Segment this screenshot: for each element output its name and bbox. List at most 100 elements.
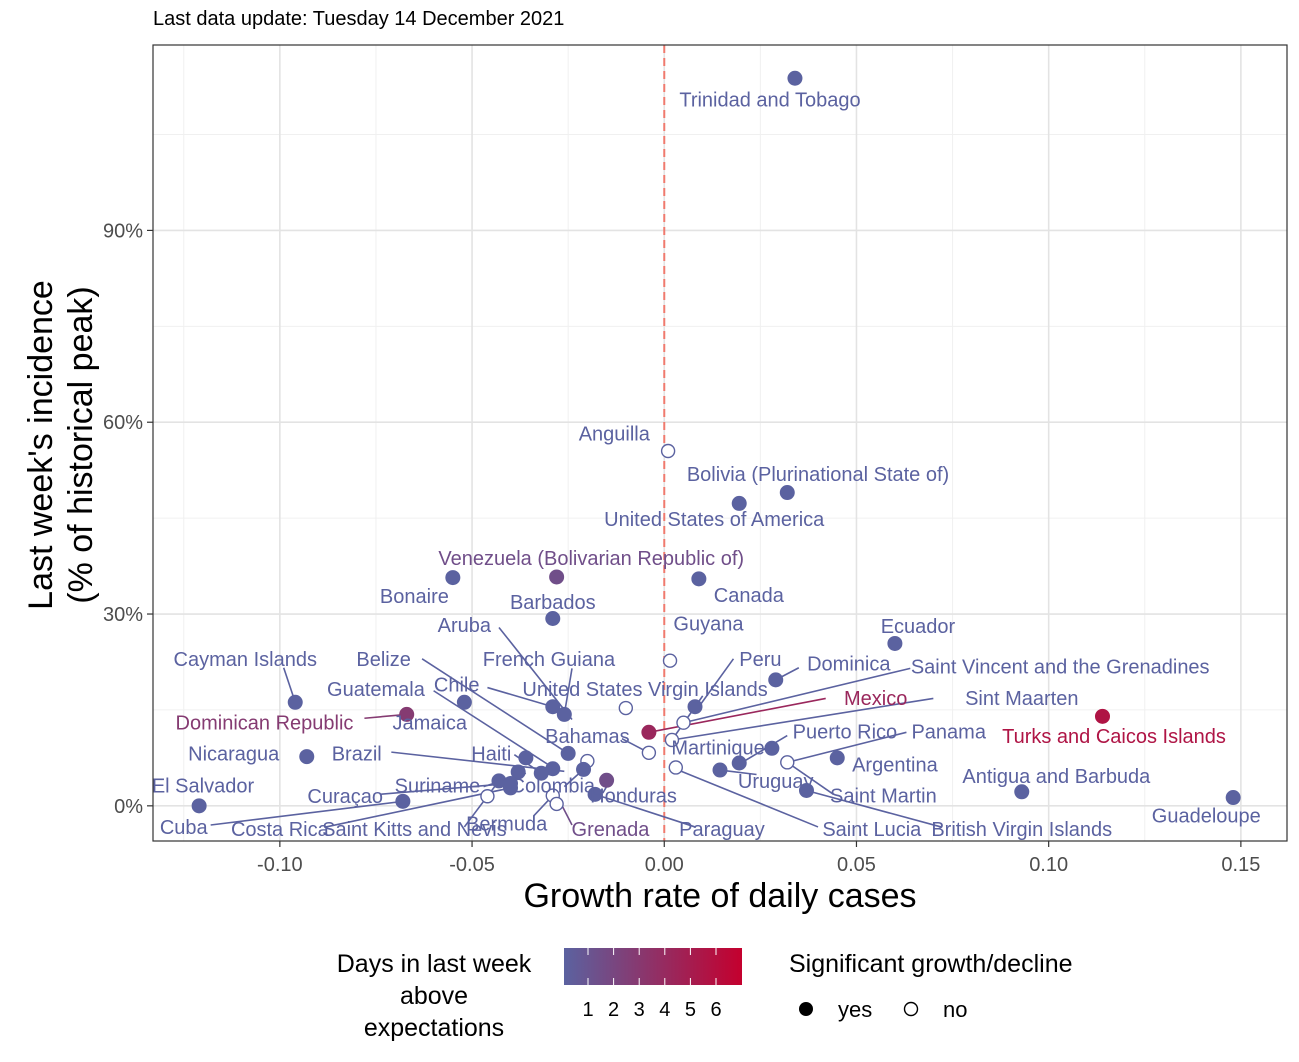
label-saint-lucia: Saint Lucia: [822, 819, 922, 841]
label-paraguay: Paraguay: [679, 819, 765, 841]
label-bermuda: Bermuda: [466, 814, 548, 836]
label-saint-kitts-and-nevis: Saint Kitts and Nevis: [322, 819, 507, 841]
label-mexico: Mexico: [844, 688, 907, 710]
point-saint-lucia: [798, 782, 814, 798]
label-uruguay: Uruguay: [738, 771, 814, 793]
y-axis: 0% 30% 60% 90%: [103, 220, 153, 818]
point-guadeloupe: [1225, 790, 1241, 806]
color-legend-title-line: Days in last week: [337, 950, 532, 978]
point-peru: [768, 672, 784, 688]
label-french-guiana: French Guiana: [483, 649, 616, 671]
label-bahamas: Bahamas: [545, 726, 630, 748]
x-tick-label: -0.10: [257, 854, 303, 876]
label-barbados: Barbados: [510, 592, 596, 614]
label-el-salvador: El Salvador: [152, 775, 255, 797]
color-legend-label: 3: [634, 999, 645, 1021]
x-tick-label: 0.00: [645, 854, 684, 876]
color-legend-bar: [564, 948, 742, 985]
point-bonaire: [445, 570, 461, 586]
x-axis: -0.10 -0.05 0.00 0.05 0.10 0.15: [257, 841, 1260, 876]
point-puerto-rico: [764, 740, 780, 756]
label-puerto-rico: Puerto Rico: [793, 722, 898, 744]
point-suriname: [533, 765, 549, 781]
label-british-virgin-islands: British Virgin Islands: [931, 819, 1112, 841]
color-legend-label: 2: [608, 999, 619, 1021]
label-guatemala: Guatemala: [327, 679, 426, 701]
leader-guatemala: [433, 690, 558, 771]
leader-sint-maarten: [671, 697, 934, 741]
label-guyana: Guyana: [673, 614, 744, 636]
color-legend-title-line: expectations: [364, 1014, 504, 1042]
color-legend-label: 1: [582, 999, 593, 1021]
label-leader-lines: [210, 626, 942, 828]
leader-saint-kitts-and-nevis: [463, 780, 500, 828]
label-cura-ao: Curaçao: [307, 786, 383, 808]
label-costa-rica: Costa Rica: [231, 819, 330, 841]
y-axis-label-line2: (% of historical peak): [62, 286, 100, 603]
color-legend-label: 5: [685, 999, 696, 1021]
shape-legend-label: no: [943, 997, 967, 1022]
color-legend-label: 4: [659, 999, 670, 1021]
point-guatemala: [456, 694, 472, 710]
color-legend-label: 6: [710, 999, 721, 1021]
leader-brazil: [391, 751, 565, 773]
label-bonaire: Bonaire: [380, 586, 449, 608]
point-colombia: [576, 761, 592, 777]
label-colombia: Colombia: [511, 775, 596, 797]
leader-paraguay: [594, 793, 696, 828]
label-jamaica: Jamaica: [393, 713, 468, 735]
point-chile: [545, 699, 561, 715]
label-argentina: Argentina: [852, 754, 938, 776]
shape-legend-title: Significant growth/decline: [789, 950, 1073, 978]
point-honduras: [668, 760, 683, 775]
y-tick-label: 0%: [114, 796, 143, 818]
x-tick-label: 0.10: [1029, 854, 1068, 876]
x-tick-label: 0.05: [837, 854, 876, 876]
label-united-states-of-america: United States of America: [604, 509, 825, 531]
data-labels: Trinidad and Tobago Anguilla Bolivia (Plur…: [152, 89, 1261, 841]
point-brazil: [510, 764, 526, 780]
point-haiti: [518, 750, 534, 766]
point-french-guiana: [556, 706, 572, 722]
point-bahamas: [641, 745, 657, 760]
point-cuba: [191, 798, 207, 814]
label-antigua-and-barbuda: Antigua and Barbuda: [962, 766, 1151, 788]
point-jamaica: [545, 761, 561, 777]
plot-panel: [153, 45, 1287, 841]
point-turks-and-caicos-islands: [1094, 708, 1110, 724]
point-saint-vincent-and-the-grenadines: [676, 715, 691, 730]
point-dominican-republic: [399, 706, 415, 722]
leader-cuba: [210, 800, 403, 826]
leader-belize: [421, 658, 569, 755]
shape-legend-key-yes: [799, 1002, 813, 1016]
label-grenada: Grenada: [572, 819, 651, 841]
label-nicaragua: Nicaragua: [188, 743, 280, 765]
label-saint-martin: Saint Martin: [830, 786, 937, 808]
label-ecuador: Ecuador: [881, 616, 956, 638]
label-turks-and-caicos-islands: Turks and Caicos Islands: [1002, 726, 1226, 748]
shape-legend-label: yes: [838, 997, 872, 1022]
point-united-states-of-america: [731, 495, 747, 511]
label-chile: Chile: [434, 674, 480, 696]
point-cura-ao: [480, 789, 495, 804]
label-peru: Peru: [739, 649, 781, 671]
leader-costa-rica: [325, 787, 511, 828]
shape-legend: Significant growth/decline yes no: [789, 950, 1073, 1022]
leader-saint-vincent-and-the-grenadines: [683, 667, 911, 724]
x-tick-label: -0.05: [449, 854, 495, 876]
point-martinique: [731, 755, 747, 771]
point-paraguay: [587, 786, 603, 802]
color-legend-title-line: above: [400, 982, 468, 1010]
point-dominica: [618, 700, 634, 716]
point-argentina: [829, 750, 845, 766]
label-belize: Belize: [356, 649, 410, 671]
leader-peru: [698, 658, 735, 708]
point-venezuela-bolivarian-republic-of: [549, 569, 565, 585]
point-trinidad-and-tobago: [787, 70, 803, 86]
label-dominica: Dominica: [807, 653, 891, 675]
label-anguilla: Anguilla: [579, 424, 651, 446]
leader-saint-martin: [786, 761, 834, 795]
leader-chile: [487, 686, 554, 708]
x-axis-label: Growth rate of daily cases: [523, 877, 916, 915]
